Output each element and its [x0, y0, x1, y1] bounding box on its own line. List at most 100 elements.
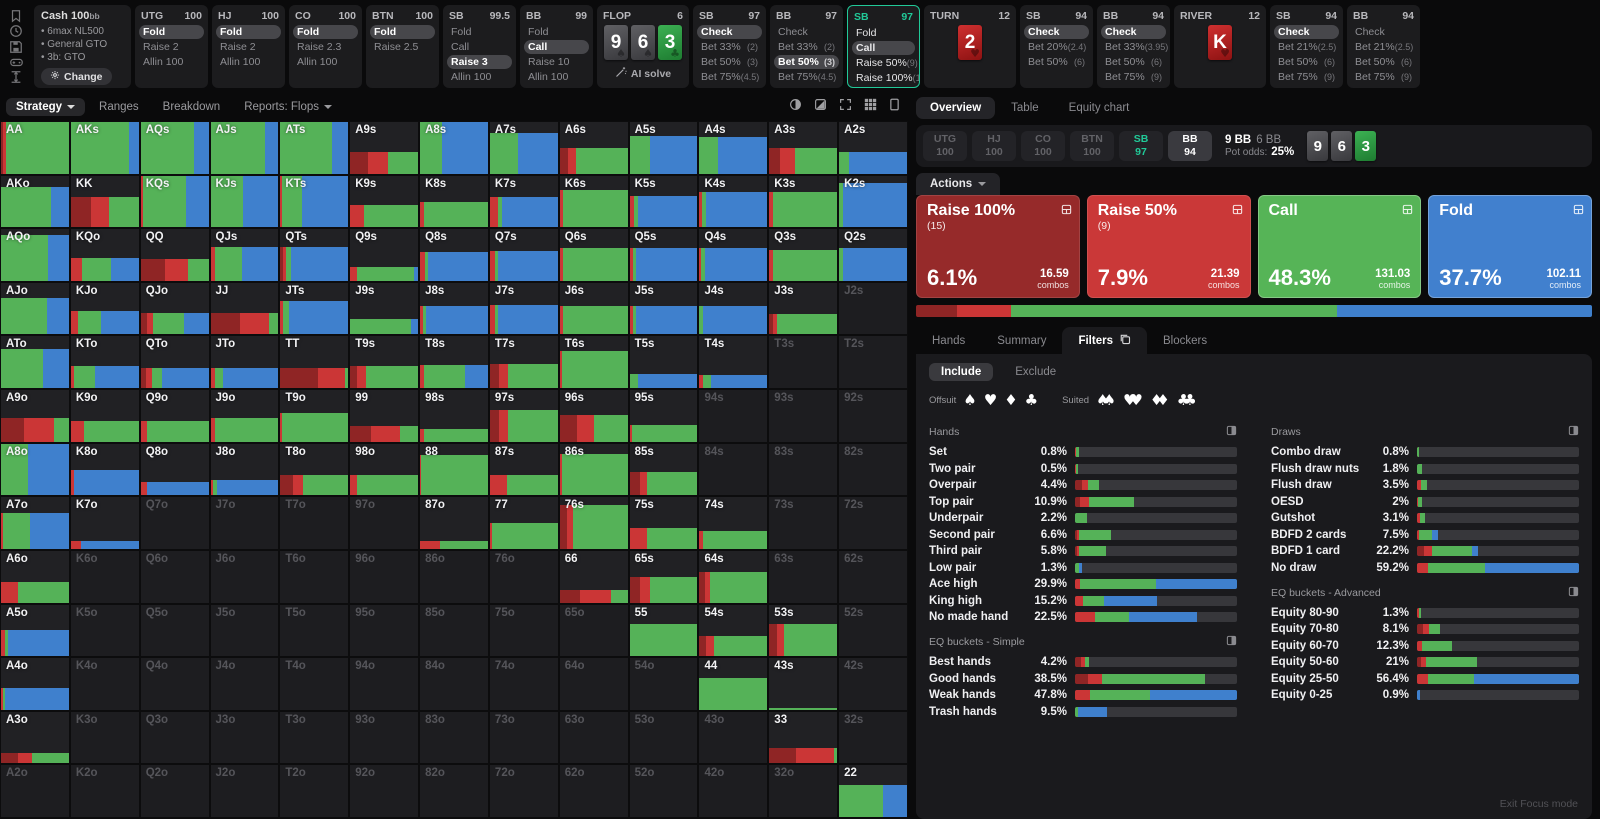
matrix-cell-43o[interactable]: 43o [699, 711, 768, 764]
matrix-cell-Q7s[interactable]: Q7s [489, 229, 558, 281]
matrix-cell-T5s[interactable]: T5s [629, 336, 698, 389]
mini-matrix-icon[interactable] [1573, 202, 1584, 220]
matrix-cell-AKs[interactable]: AKs [70, 122, 139, 174]
matrix-cell-QJo[interactable]: QJo [140, 282, 209, 335]
action-box-call[interactable]: Call 48.3% 131.03 combos [1257, 195, 1422, 298]
tab-table[interactable]: Table [1011, 102, 1039, 114]
matrix-cell-99[interactable]: 99 [350, 390, 419, 442]
ai-solve-button[interactable]: AI solve [603, 66, 683, 81]
matrix-cell-97o[interactable]: 97o [350, 497, 419, 549]
matrix-cell-Q5o[interactable]: Q5o [140, 604, 209, 657]
matrix-cell-JTo[interactable]: JTo [210, 336, 279, 389]
matrix-cell-T2o[interactable]: T2o [280, 765, 349, 817]
matrix-cell-84s[interactable]: 84s [699, 443, 768, 496]
matrix-cell-K4o[interactable]: K4o [70, 658, 139, 710]
filter-row-equity-25-50[interactable]: Equity 25-50 56.4% [1271, 673, 1579, 685]
matrix-cell-72o[interactable]: 72o [489, 765, 558, 817]
matrix-cell-83s[interactable]: 83s [769, 443, 838, 496]
matrix-cell-54s[interactable]: 54s [699, 604, 768, 657]
matrix-cell-AA[interactable]: AA [1, 122, 69, 174]
matrix-cell-J2s[interactable]: J2s [839, 282, 907, 335]
action-row[interactable]: Check [1101, 25, 1166, 39]
offsuit-diamond-icon[interactable]: ♦ [1004, 391, 1018, 409]
matrix-cell-87s[interactable]: 87s [489, 443, 558, 496]
matrix-cell-75s[interactable]: 75s [629, 497, 698, 549]
action-box-raise-100-[interactable]: Raise 100% (15) 6.1% 16.59 combos [916, 195, 1080, 298]
action-row[interactable]: Raise 2 [216, 40, 281, 54]
spot-panel-btn[interactable]: BTN 100 Fold Raise 2.5 [366, 5, 439, 88]
matrix-cell-TT[interactable]: TT [280, 336, 349, 389]
action-row[interactable]: Raise 10 [524, 55, 589, 69]
filter-row-weak-hands[interactable]: Weak hands 47.8% [929, 689, 1237, 701]
action-row[interactable]: Fold [852, 26, 915, 40]
action-row[interactable]: Bet 33% (2) [697, 40, 762, 54]
filter-row-combo-draw[interactable]: Combo draw 0.8% [1271, 446, 1579, 458]
tab-blockers[interactable]: Blockers [1147, 329, 1223, 353]
filter-row-no-made-hand[interactable]: No made hand 22.5% [929, 611, 1237, 623]
matrix-cell-J9s[interactable]: J9s [350, 282, 419, 335]
matrix-cell-72s[interactable]: 72s [839, 497, 907, 549]
matrix-cell-64s[interactable]: 64s [699, 550, 768, 603]
filter-row-flush-draw-nuts[interactable]: Flush draw nuts 1.8% [1271, 463, 1579, 475]
action-row[interactable]: Bet 75% (9) [1101, 70, 1166, 84]
action-row[interactable]: Bet 50% (6) [1101, 55, 1166, 69]
tab-overview[interactable]: Overview [916, 97, 996, 119]
exclude-button[interactable]: Exclude [1015, 366, 1057, 378]
section-toggle-icon[interactable] [1226, 633, 1237, 651]
action-row[interactable]: Bet 125%(15) [1101, 85, 1167, 88]
filter-row-best-hands[interactable]: Best hands 4.2% [929, 656, 1237, 668]
matrix-cell-T6s[interactable]: T6s [559, 336, 628, 389]
matrix-cell-66[interactable]: 66 [559, 550, 628, 603]
tab-filters[interactable]: Filters [1062, 327, 1147, 354]
action-row[interactable]: Check [1351, 25, 1416, 39]
matrix-cell-QQ[interactable]: QQ [140, 229, 209, 281]
filter-row-overpair[interactable]: Overpair 4.4% [929, 479, 1237, 491]
board-panel-flop[interactable]: FLOP 6 9 ♠ 6 ♠ 3 ♣ AI solve [597, 5, 689, 88]
section-toggle-icon[interactable] [1568, 584, 1579, 602]
filter-row-gutshot[interactable]: Gutshot 3.1% [1271, 512, 1579, 524]
matrix-cell-A8s[interactable]: A8s [420, 122, 488, 174]
matrix-cell-AJs[interactable]: AJs [210, 122, 279, 174]
exit-focus-mode[interactable]: Exit Focus mode [1499, 798, 1578, 810]
spot-panel-sb[interactable]: SB 94 Check Bet 21% (2.5) Bet 50% (6) Bet 75% (9… [1270, 5, 1343, 88]
matrix-cell-J8o[interactable]: J8o [210, 443, 279, 496]
matrix-cell-K5o[interactable]: K5o [70, 604, 139, 657]
action-row[interactable]: Bet 21% (2.5) [1274, 40, 1339, 54]
matrix-cell-K3o[interactable]: K3o [70, 711, 139, 764]
spot-panel-sb[interactable]: SB 97 Check Bet 33% (2) Bet 50% (3) Bet 75% (4.5… [693, 5, 766, 88]
filter-row-equity-0-25[interactable]: Equity 0-25 0.9% [1271, 689, 1579, 701]
spot-panel-hj[interactable]: HJ 100 Fold Raise 2 Allin 100 [212, 5, 285, 88]
matrix-cell-T2s[interactable]: T2s [839, 336, 907, 389]
matrix-cell-J5o[interactable]: J5o [210, 604, 279, 657]
matrix-cell-A2s[interactable]: A2s [839, 122, 907, 174]
spot-panel-sb[interactable]: SB 99.5 Fold Call Raise 3 Allin 100 [443, 5, 516, 88]
filter-row-two-pair[interactable]: Two pair 0.5% [929, 463, 1237, 475]
section-toggle-icon[interactable] [1568, 423, 1579, 441]
matrix-cell-92o[interactable]: 92o [350, 765, 419, 817]
matrix-cell-AKo[interactable]: AKo [1, 175, 69, 228]
action-box-fold[interactable]: Fold 37.7% 102.11 combos [1428, 195, 1592, 298]
position-pill-co[interactable]: CO 100 [1021, 131, 1065, 161]
matrix-cell-85s[interactable]: 85s [629, 443, 698, 496]
filter-row-ace-high[interactable]: Ace high 29.9% [929, 578, 1237, 590]
matrix-cell-Q9o[interactable]: Q9o [140, 390, 209, 442]
action-row[interactable]: Check [1274, 25, 1339, 39]
action-row[interactable]: Call [447, 40, 512, 54]
matrix-cell-54o[interactable]: 54o [629, 658, 698, 710]
matrix-cell-T9o[interactable]: T9o [280, 390, 349, 442]
matrix-cell-Q3o[interactable]: Q3o [140, 711, 209, 764]
action-row[interactable]: Bet 50% (6) [1351, 55, 1416, 69]
matrix-cell-62o[interactable]: 62o [559, 765, 628, 817]
tab-ranges[interactable]: Ranges [89, 98, 149, 116]
position-pill-bb[interactable]: BB 94 [1168, 131, 1212, 161]
matrix-cell-96o[interactable]: 96o [350, 550, 419, 603]
action-row[interactable]: Bet 50% (6) [1024, 55, 1089, 69]
action-row[interactable]: Check [1024, 25, 1089, 39]
action-row[interactable]: Call [524, 40, 589, 54]
action-row[interactable]: Allin 100 [293, 55, 358, 69]
matrix-cell-A2o[interactable]: A2o [1, 765, 69, 817]
matrix-cell-Q8o[interactable]: Q8o [140, 443, 209, 496]
matrix-cell-J3s[interactable]: J3s [769, 282, 838, 335]
tab-summary[interactable]: Summary [981, 329, 1062, 353]
suited-spade-icon[interactable]: ♠ ♠ [1096, 391, 1116, 409]
